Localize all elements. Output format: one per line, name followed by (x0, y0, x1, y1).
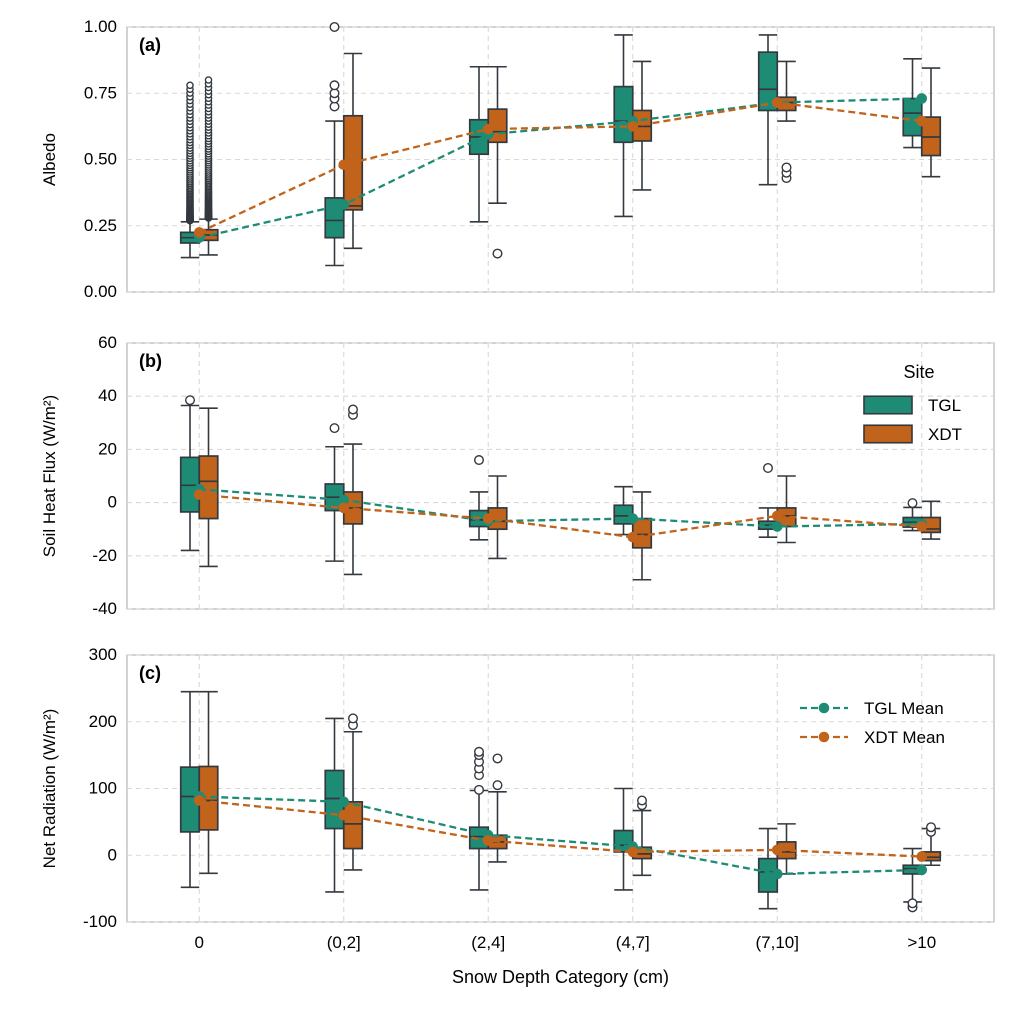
svg-text:-20: -20 (92, 546, 117, 565)
svg-text:-40: -40 (92, 599, 117, 618)
svg-text:(2,4]: (2,4] (471, 933, 505, 952)
svg-text:0.50: 0.50 (84, 150, 117, 169)
svg-text:(7,10]: (7,10] (756, 933, 799, 952)
svg-text:200: 200 (89, 712, 117, 731)
svg-text:40: 40 (98, 386, 117, 405)
svg-text:TGL Mean: TGL Mean (864, 699, 944, 718)
svg-text:TGL: TGL (928, 396, 961, 415)
svg-text:Snow Depth Category (cm): Snow Depth Category (cm) (452, 967, 669, 987)
svg-text:300: 300 (89, 645, 117, 664)
svg-text:(c): (c) (139, 663, 161, 683)
svg-text:XDT: XDT (928, 425, 962, 444)
svg-text:Net Radiation (W/m²): Net Radiation (W/m²) (40, 709, 59, 869)
svg-text:(a): (a) (139, 35, 161, 55)
svg-text:20: 20 (98, 439, 117, 458)
svg-text:0: 0 (195, 933, 204, 952)
svg-text:Soil Heat Flux (W/m²): Soil Heat Flux (W/m²) (40, 395, 59, 557)
svg-text:Site: Site (903, 362, 934, 382)
svg-text:(b): (b) (139, 351, 162, 371)
svg-text:100: 100 (89, 779, 117, 798)
svg-text:1.00: 1.00 (84, 17, 117, 36)
svg-text:60: 60 (98, 333, 117, 352)
svg-text:0.75: 0.75 (84, 83, 117, 102)
svg-text:(0,2]: (0,2] (327, 933, 361, 952)
svg-text:(4,7]: (4,7] (616, 933, 650, 952)
svg-text:Albedo: Albedo (40, 133, 59, 186)
svg-text:>10: >10 (907, 933, 936, 952)
svg-text:0: 0 (108, 493, 117, 512)
svg-text:XDT Mean: XDT Mean (864, 728, 945, 747)
svg-text:0.25: 0.25 (84, 216, 117, 235)
svg-text:0: 0 (108, 845, 117, 864)
svg-text:-100: -100 (83, 912, 117, 931)
svg-text:0.00: 0.00 (84, 282, 117, 301)
